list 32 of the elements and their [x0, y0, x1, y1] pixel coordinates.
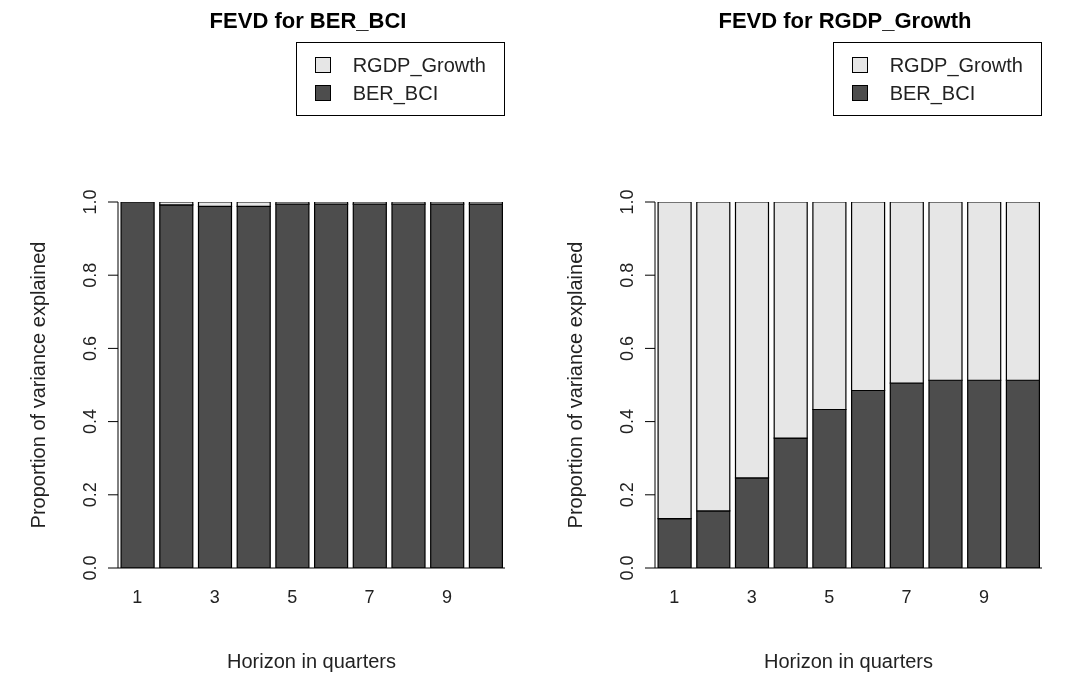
y-tick-label: 0.6	[617, 335, 637, 361]
legend-label: BER_BCI	[889, 81, 976, 107]
x-tick-label: 1	[669, 586, 680, 607]
x-tick-label: 7	[901, 586, 912, 607]
y-tick-label: 0.4	[617, 409, 637, 435]
x-tick-label: 1	[132, 586, 143, 607]
y-tick-label: 0.2	[80, 482, 100, 508]
x-axis-title: Horizon in quarters	[764, 650, 933, 672]
x-tick-label: 3	[746, 586, 757, 607]
x-axis-title: Horizon in quarters	[227, 650, 396, 672]
y-tick-label: 0.8	[617, 262, 637, 288]
y-tick-label: 0.2	[617, 482, 637, 508]
x-tick-label: 5	[824, 586, 835, 607]
x-tick-label: 9	[978, 586, 989, 607]
y-tick-label: 0.4	[80, 409, 100, 435]
x-tick-label: 3	[209, 586, 220, 607]
y-axis-title: Proportion of variance explained	[27, 241, 50, 529]
x-tick-label: 7	[364, 586, 375, 607]
y-tick-label: 0.0	[617, 555, 637, 581]
legend-label: RGDP_Growth	[889, 53, 1023, 79]
chart-title: FEVD for BER_BCI	[208, 8, 408, 34]
y-tick-label: 1.0	[617, 189, 637, 215]
y-tick-label: 0.0	[80, 555, 100, 581]
chart-title: FEVD for RGDP_Growth	[717, 8, 973, 34]
legend-label: BER_BCI	[352, 81, 439, 107]
y-axis-title: Proportion of variance explained	[564, 241, 587, 529]
y-tick-label: 0.6	[80, 335, 100, 361]
legend-label: RGDP_Growth	[352, 53, 486, 79]
y-tick-label: 0.8	[80, 262, 100, 288]
x-tick-label: 9	[441, 586, 452, 607]
x-tick-label: 5	[287, 586, 298, 607]
y-tick-label: 1.0	[80, 189, 100, 215]
